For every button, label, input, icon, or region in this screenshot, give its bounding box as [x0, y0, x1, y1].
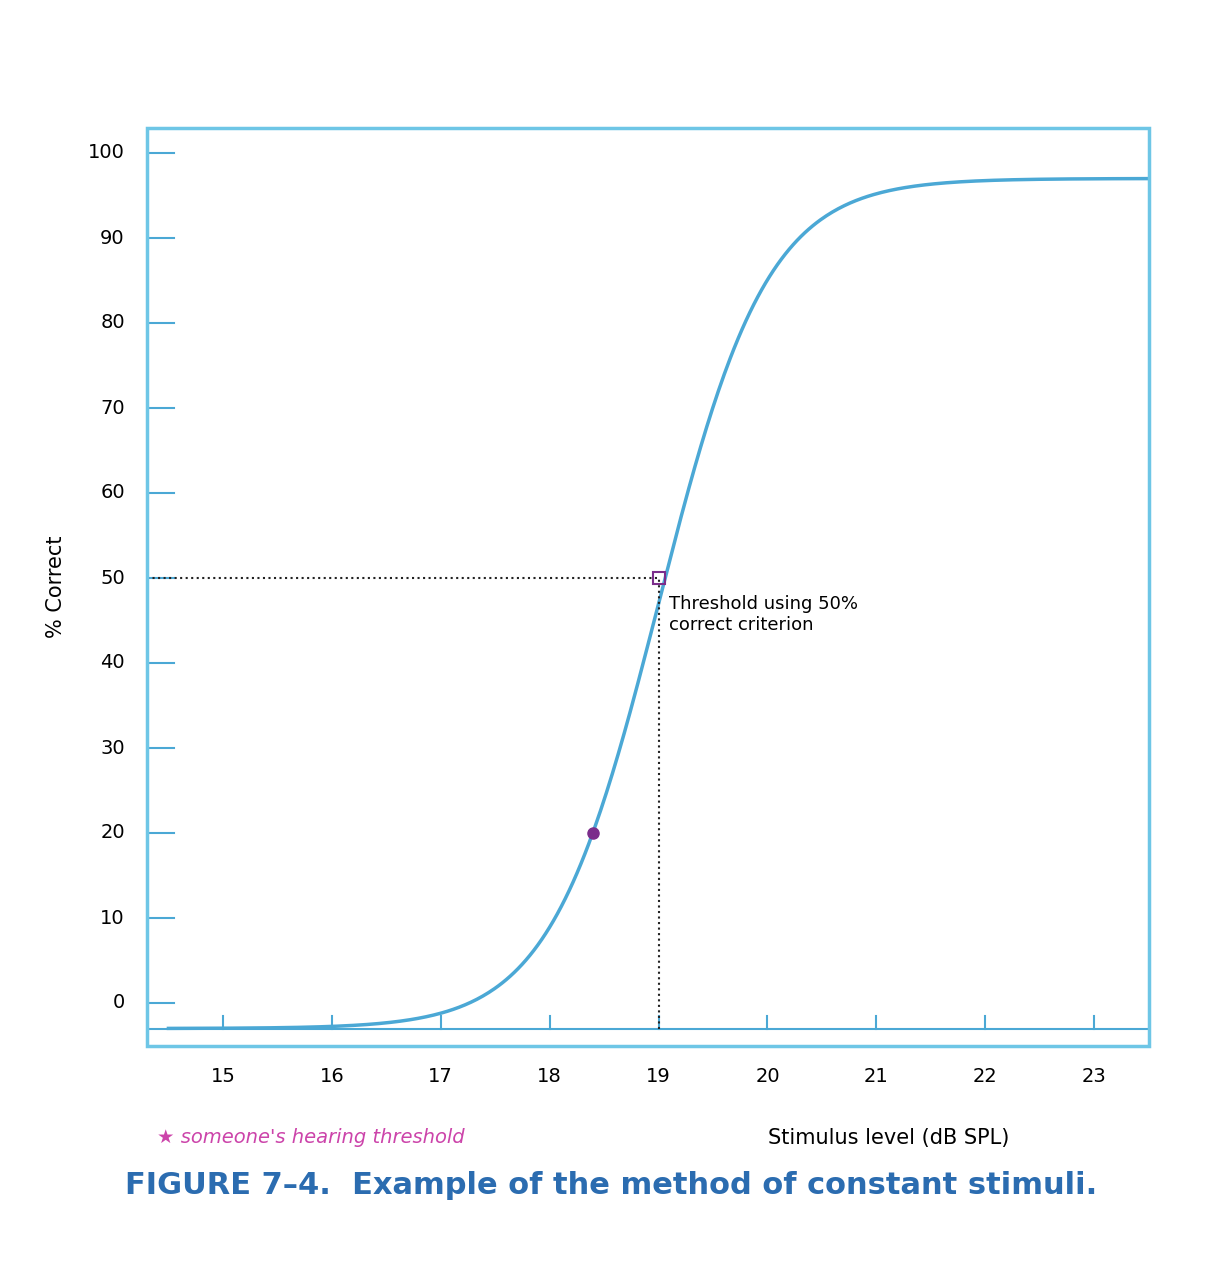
Text: 40: 40: [100, 654, 125, 672]
Text: 16: 16: [319, 1067, 345, 1086]
Text: 50: 50: [100, 569, 125, 588]
Text: 60: 60: [100, 483, 125, 502]
Text: Stimulus level (dB SPL): Stimulus level (dB SPL): [767, 1128, 1009, 1148]
Text: 10: 10: [100, 909, 125, 927]
Text: Threshold using 50%
correct criterion: Threshold using 50% correct criterion: [670, 595, 858, 634]
Text: 0: 0: [112, 993, 125, 1012]
Text: 23: 23: [1081, 1067, 1107, 1086]
Text: 30: 30: [100, 738, 125, 757]
Text: FIGURE 7–4.  Example of the method of constant stimuli.: FIGURE 7–4. Example of the method of con…: [125, 1172, 1097, 1200]
Text: 21: 21: [864, 1067, 888, 1086]
Text: % Correct: % Correct: [46, 536, 66, 638]
Text: 15: 15: [210, 1067, 236, 1086]
Text: 22: 22: [973, 1067, 997, 1086]
Text: 19: 19: [646, 1067, 671, 1086]
Text: 70: 70: [100, 399, 125, 417]
Text: 20: 20: [755, 1067, 780, 1086]
Text: 100: 100: [88, 144, 125, 162]
Text: 17: 17: [429, 1067, 453, 1086]
Text: 20: 20: [100, 824, 125, 843]
Text: ★ someone's hearing threshold: ★ someone's hearing threshold: [156, 1128, 464, 1148]
Text: 80: 80: [100, 314, 125, 333]
Text: 18: 18: [538, 1067, 562, 1086]
Text: 90: 90: [100, 228, 125, 247]
